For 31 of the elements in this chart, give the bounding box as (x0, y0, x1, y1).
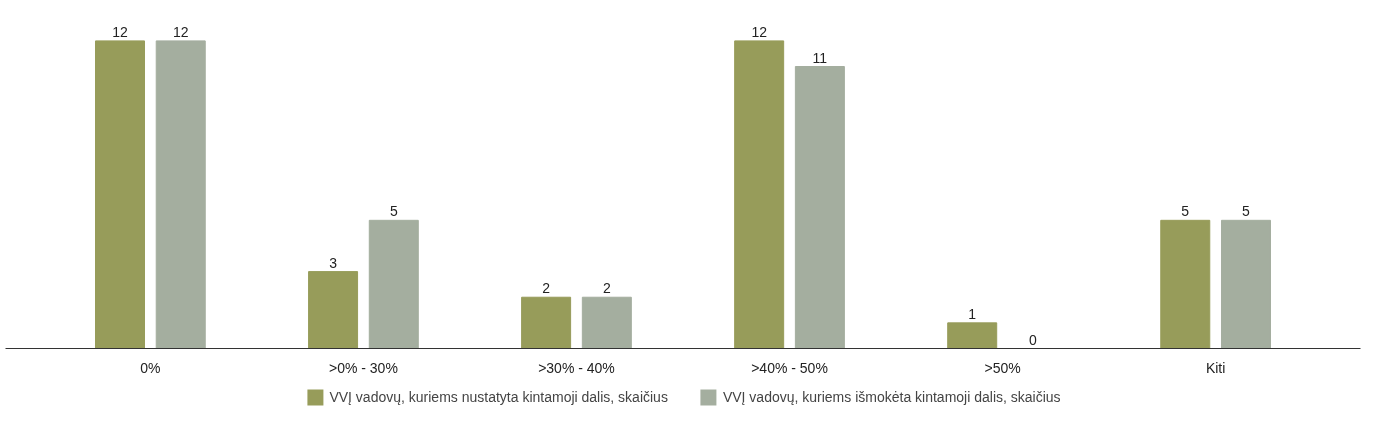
x-tick-label: >40% - 50% (751, 359, 828, 376)
bar (581, 296, 632, 349)
data-label: 0 (1029, 331, 1038, 348)
data-label: 2 (602, 280, 611, 297)
data-label: 5 (1181, 203, 1190, 220)
bar (95, 40, 146, 349)
data-label: 12 (172, 23, 189, 40)
bar (794, 66, 845, 349)
bar (947, 322, 998, 349)
x-tick-label: Kiti (1205, 359, 1226, 376)
x-tick-label: >30% - 40% (538, 359, 615, 376)
data-label: 11 (812, 49, 828, 66)
legend-label: VVĮ vadovų, kuriems nustatyta kintamoji dalis, skaičius (329, 389, 668, 405)
bar (155, 40, 206, 349)
data-label: 3 (329, 254, 338, 271)
bar (521, 296, 572, 349)
bar (734, 40, 785, 349)
x-tick-label: >50% (984, 359, 1021, 376)
data-label: 5 (389, 203, 398, 220)
data-label: 2 (542, 280, 551, 297)
legend-label: VVĮ vadovų, kuriems išmokėta kintamoji dalis, skaičius (722, 389, 1061, 405)
bar (308, 271, 359, 349)
data-label: 5 (1242, 203, 1251, 220)
x-tick-label: 0% (140, 359, 161, 376)
bar (1220, 219, 1271, 349)
x-tick-label: >0% - 30% (328, 359, 398, 376)
data-label: 1 (968, 305, 977, 322)
bar (368, 219, 419, 349)
data-label: 12 (751, 23, 768, 40)
data-label: 12 (112, 23, 129, 40)
bar (1160, 219, 1211, 349)
